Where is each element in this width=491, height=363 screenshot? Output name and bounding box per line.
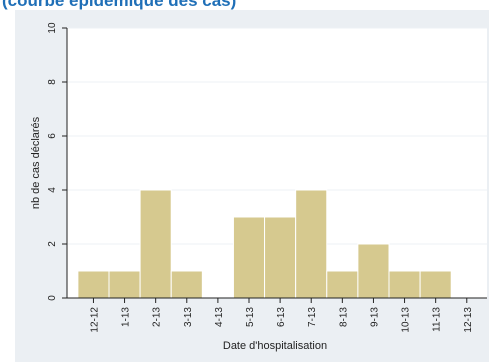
bars xyxy=(77,189,452,299)
bar-10-13 xyxy=(388,270,421,299)
y-tick-label: 4 xyxy=(47,187,58,193)
bar-11-13 xyxy=(419,270,452,299)
x-tick-label: 6-13 xyxy=(276,307,287,327)
x-tick-label: 2-13 xyxy=(152,307,163,327)
x-tick-label: 11-13 xyxy=(432,307,443,332)
bar-6-13 xyxy=(264,216,297,299)
bar-7-13 xyxy=(295,189,328,299)
bar-3-13 xyxy=(170,270,203,299)
x-tick-label: 12-12 xyxy=(89,307,100,333)
x-tick-label: 9-13 xyxy=(369,307,380,327)
x-tick-label: 12-13 xyxy=(463,307,474,333)
y-tick-label: 8 xyxy=(47,79,58,85)
bar-12-12 xyxy=(77,270,110,299)
header-strip: (courbe épidémique des cas) xyxy=(0,0,491,10)
y-tick-label: 2 xyxy=(47,241,58,247)
bar-2-13 xyxy=(139,189,172,299)
x-tick-label: 1-13 xyxy=(121,307,132,327)
x-tick-label: 10-13 xyxy=(401,307,412,333)
y-tick-label: 6 xyxy=(47,133,58,139)
x-tick-label: 3-13 xyxy=(183,307,194,327)
bar-1-13 xyxy=(108,270,141,299)
bar-8-13 xyxy=(326,270,359,299)
y-tick-labels: 0 2 4 6 8 10 xyxy=(47,22,58,301)
y-axis-title: nb de cas déclarés xyxy=(30,116,42,209)
x-tick-label: 7-13 xyxy=(307,307,318,327)
gridlines xyxy=(67,27,487,245)
x-tick-labels: 12-12 1-13 2-13 3-13 4-13 5-13 6-13 7-13 8-13 9-1… xyxy=(89,307,473,333)
bar-5-13 xyxy=(232,216,266,299)
x-axis-title: Date d'hospitalisation xyxy=(223,340,327,352)
y-tick-label: 10 xyxy=(47,22,58,34)
y-tick-label: 0 xyxy=(47,295,58,301)
x-tick-label: 8-13 xyxy=(338,307,349,327)
x-tick-label: 4-13 xyxy=(214,307,225,327)
header-text: (courbe épidémique des cas) xyxy=(2,0,237,10)
bar-9-13 xyxy=(357,243,390,299)
x-tick-label: 5-13 xyxy=(245,307,256,327)
axes xyxy=(62,27,487,303)
